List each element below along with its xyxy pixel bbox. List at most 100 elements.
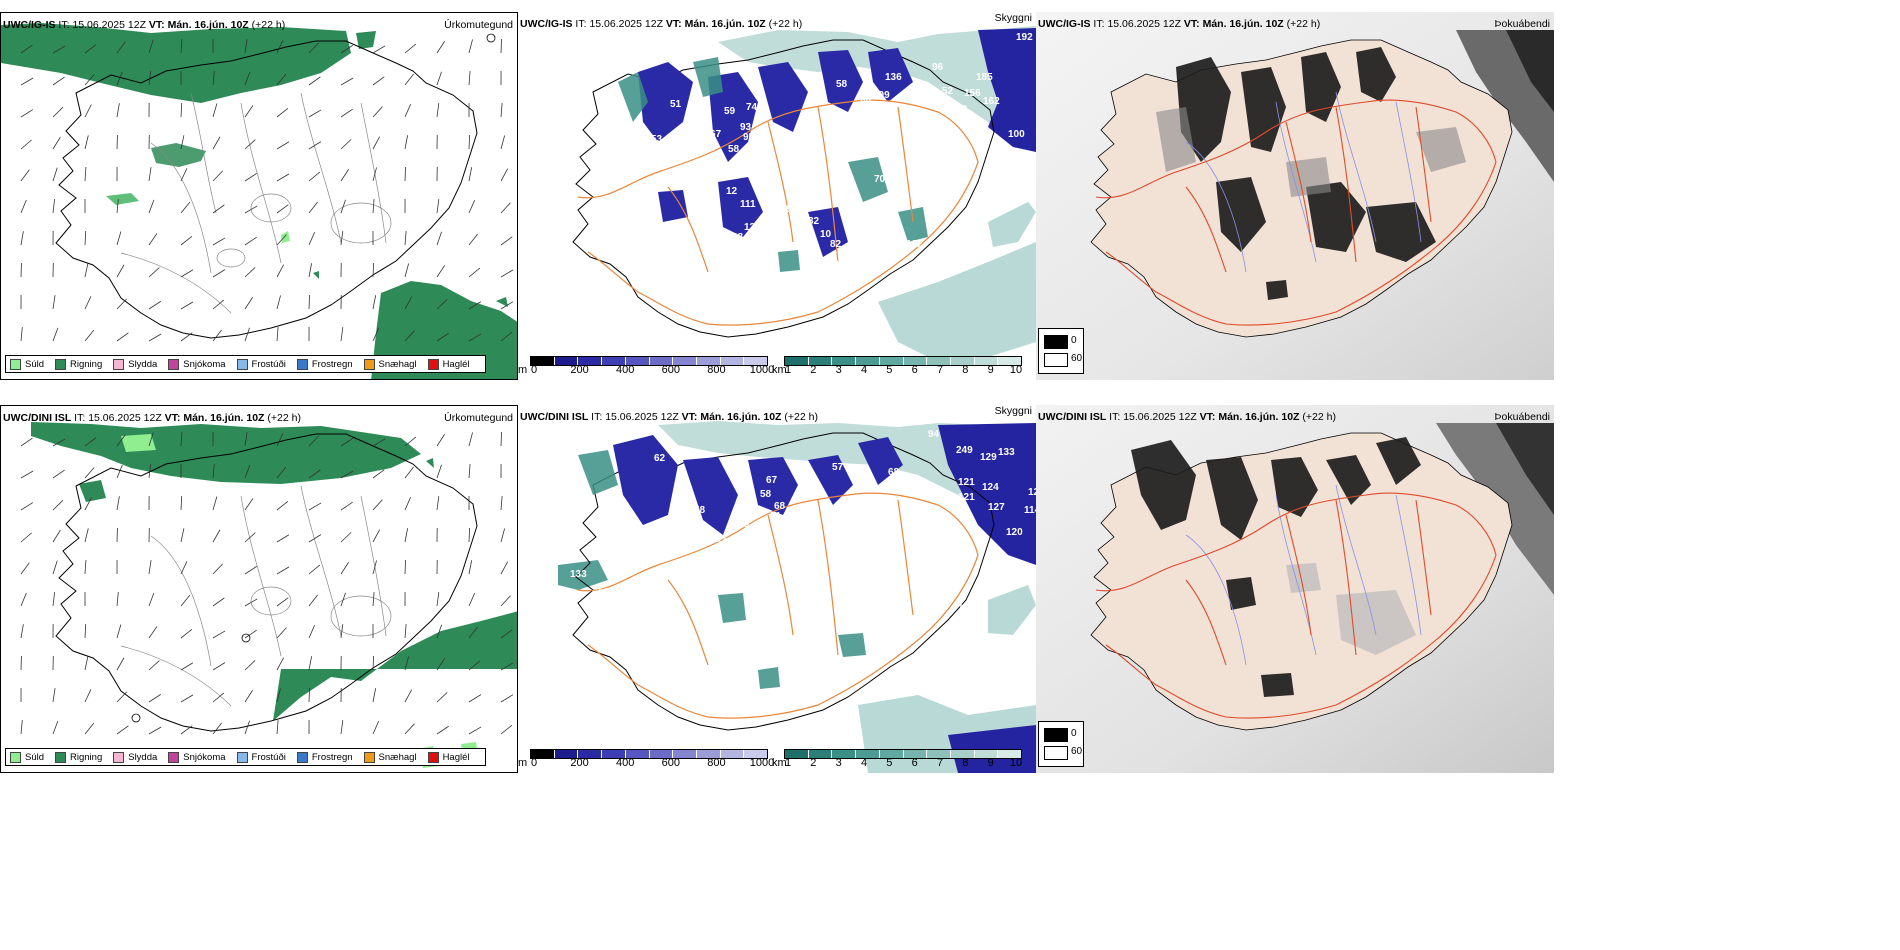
wind-barb bbox=[308, 625, 315, 639]
wind-barb bbox=[116, 298, 127, 310]
wind-barb bbox=[276, 466, 287, 479]
wind-barb bbox=[372, 499, 383, 511]
wind-barb bbox=[276, 73, 287, 86]
wind-barb bbox=[148, 660, 160, 671]
colorbar-tick-label: 6 bbox=[911, 364, 918, 376]
visibility-value-label: 133 bbox=[998, 447, 1015, 458]
wind-barb bbox=[436, 103, 440, 118]
vt-value: Mán. 16.jún. 10Z bbox=[183, 412, 265, 424]
visibility-value-label: 96 bbox=[932, 62, 944, 73]
wind-barb bbox=[212, 464, 215, 479]
fog-map-row2 bbox=[1036, 405, 1554, 773]
visibility-value-label: 100 bbox=[598, 587, 615, 598]
colorbar-segment bbox=[673, 750, 697, 758]
visibility-value-label: 109 bbox=[873, 90, 890, 101]
fog-panel-row2: UWC/DINI ISL IT: 15.06.2025 12Z VT: Mán.… bbox=[1036, 405, 1554, 773]
wind-barb bbox=[308, 469, 321, 479]
wind-barb bbox=[244, 39, 248, 54]
precip-legend-item: Rigning bbox=[55, 751, 102, 763]
wind-barb bbox=[244, 205, 258, 214]
colorbar-tick-label: 3 bbox=[835, 757, 842, 769]
wind-barb bbox=[116, 199, 119, 214]
visibility-value-label: 56 bbox=[690, 523, 702, 534]
wind-barb bbox=[52, 199, 55, 214]
wind-barb bbox=[436, 434, 445, 447]
rivers-glaciers bbox=[120, 485, 392, 707]
wind-barb bbox=[84, 44, 97, 54]
colorbar-segment bbox=[998, 357, 1022, 365]
visibility-value-label: 121 bbox=[958, 477, 975, 488]
wind-barb bbox=[84, 623, 87, 639]
wind-barb bbox=[180, 694, 194, 703]
wind-barb bbox=[20, 720, 23, 735]
wind-barb bbox=[148, 301, 161, 310]
wind-barb bbox=[52, 106, 64, 118]
wind-barb bbox=[340, 108, 353, 118]
wind-barb bbox=[52, 720, 59, 735]
wind-barb bbox=[180, 235, 193, 246]
visibility-value-label: 129 bbox=[980, 452, 997, 463]
wind-barb bbox=[468, 200, 476, 214]
cloud-base-panel-row2: 9424912913312112412712112711412068102645… bbox=[518, 405, 1036, 773]
wind-barb bbox=[148, 71, 151, 86]
low-cloud-patches bbox=[638, 48, 913, 257]
wind-barb bbox=[276, 566, 290, 575]
wind-barb bbox=[340, 592, 346, 607]
precip-legend-item: Snæhagl bbox=[363, 751, 417, 763]
precip-legend-item: Snæhagl bbox=[363, 358, 417, 370]
lead-time: (+22 h) bbox=[1302, 411, 1336, 423]
precip-map-row1 bbox=[1, 23, 517, 379]
wind-barb bbox=[276, 173, 290, 182]
wind-barb bbox=[180, 725, 193, 735]
wind-barbs-row2 bbox=[20, 431, 514, 735]
legend-swatch bbox=[236, 358, 248, 370]
colorbar-segment bbox=[744, 750, 768, 758]
visibility-value-label: 67 bbox=[710, 129, 722, 140]
legend-label: Frostregn bbox=[311, 358, 353, 370]
visibility-value-label: 94 bbox=[928, 429, 940, 440]
colorbar-tick-label: 200 bbox=[570, 364, 589, 376]
wind-barb bbox=[148, 432, 154, 447]
visibility-value-label: 249 bbox=[956, 445, 973, 456]
colorbar-segment bbox=[808, 750, 833, 758]
wind-barb bbox=[20, 327, 23, 342]
visibility-value-label: 53 bbox=[651, 134, 663, 145]
wind-barb bbox=[116, 464, 123, 479]
wind-barb bbox=[276, 264, 284, 278]
wind-barb bbox=[180, 662, 194, 671]
wind-barb bbox=[84, 689, 92, 703]
wind-barb bbox=[20, 77, 34, 86]
it-value: 15.06.2025 12Z bbox=[72, 19, 146, 31]
wind-barb bbox=[212, 71, 215, 86]
wind-barb bbox=[180, 594, 191, 607]
colorbar-segment bbox=[974, 357, 999, 365]
model-name: UWC/DINI ISL bbox=[1038, 411, 1107, 423]
legend-swatch bbox=[168, 358, 180, 370]
wind-barb bbox=[212, 630, 226, 639]
wind-barb bbox=[84, 263, 89, 278]
wind-barb bbox=[52, 45, 66, 54]
colorbar-tick-label: 5 bbox=[886, 364, 893, 376]
wind-barb bbox=[52, 469, 65, 479]
colorbar-segment bbox=[879, 750, 904, 758]
colorbar-strip bbox=[530, 356, 768, 366]
wind-barb bbox=[180, 432, 183, 447]
wind-barbs-row1 bbox=[20, 38, 514, 342]
wind-barb bbox=[84, 167, 87, 182]
wind-barb bbox=[436, 658, 446, 671]
wind-barb bbox=[404, 43, 417, 54]
visibility-value-label: 54 bbox=[716, 537, 728, 548]
wind-barb bbox=[372, 328, 380, 342]
wind-barb bbox=[244, 327, 250, 342]
vt-prefix: VT: bbox=[1199, 411, 1216, 423]
wind-barb bbox=[244, 297, 253, 310]
wind-barb bbox=[180, 301, 194, 310]
wind-barb bbox=[468, 593, 476, 607]
wind-barb bbox=[20, 199, 27, 214]
wind-barb bbox=[308, 502, 322, 511]
visibility-value-label: 88 bbox=[666, 156, 678, 167]
wind-barb bbox=[244, 464, 251, 479]
wind-barb bbox=[148, 199, 155, 214]
wind-barb bbox=[116, 725, 129, 735]
rivers bbox=[1185, 484, 1422, 666]
